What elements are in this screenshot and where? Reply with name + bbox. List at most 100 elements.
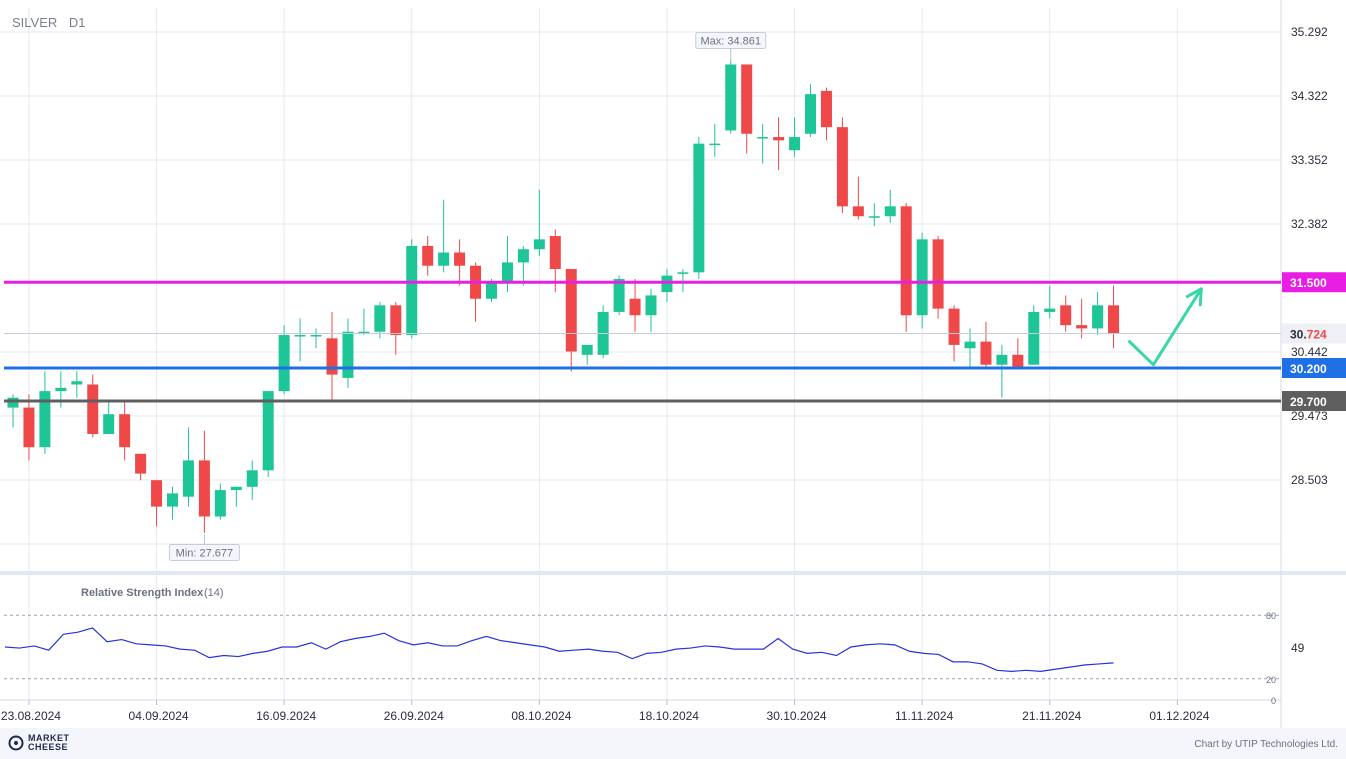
candle <box>23 394 35 461</box>
price-tick-label: 35.292 <box>1291 25 1328 39</box>
candle <box>916 232 928 329</box>
candle <box>470 262 482 322</box>
candle-body <box>517 249 529 263</box>
candle-body <box>805 94 816 134</box>
date-tick-label: 08.10.2024 <box>511 709 571 723</box>
candle <box>805 84 816 138</box>
candle-body <box>757 137 769 139</box>
candle <box>836 117 848 213</box>
candle <box>246 460 258 500</box>
candle <box>151 480 163 527</box>
chart-title: SILVER D1 <box>12 15 94 30</box>
date-tick-label: 11.11.2024 <box>895 709 954 723</box>
candle-body <box>39 391 51 448</box>
price-tick-label: 29.473 <box>1291 409 1328 423</box>
rsi-period: (14) <box>204 587 224 599</box>
brand-line-1: MARKET <box>28 733 70 743</box>
candle-body <box>182 460 194 497</box>
candle-body <box>725 64 737 131</box>
candle-body <box>310 335 322 337</box>
candle-body <box>55 387 67 392</box>
candle <box>932 236 944 319</box>
candle <box>1044 285 1056 319</box>
candle <box>71 371 83 398</box>
level-tag-label: 30.200 <box>1290 362 1327 376</box>
rsi-title: Relative Strength Index <box>81 587 204 599</box>
candle <box>230 486 242 507</box>
level-tag <box>1282 358 1346 379</box>
candle <box>390 302 402 355</box>
candle-body <box>119 414 131 448</box>
candle-body <box>438 252 450 266</box>
candle-body <box>1092 305 1104 329</box>
candle-body <box>486 282 497 299</box>
current-price-main: 30. <box>1290 327 1307 341</box>
brand-mark-icon <box>8 735 24 751</box>
candle-body <box>374 305 386 332</box>
candle-body <box>358 331 370 334</box>
rsi-tick-label: 0 <box>1271 696 1276 706</box>
extreme-annotations: Max: 34.861 Min: 27.677 <box>168 31 767 562</box>
candle-body <box>1012 354 1024 369</box>
candle <box>198 430 210 533</box>
current-price-accent: 724 <box>1307 327 1327 341</box>
candle-body <box>661 275 673 293</box>
candle <box>310 328 322 349</box>
candle <box>438 199 450 273</box>
date-tick-label: 01.12.2024 <box>1149 709 1209 723</box>
candle <box>406 239 418 339</box>
candle <box>629 278 641 332</box>
candle <box>533 189 545 256</box>
brand-name: MARKET CHEESE <box>28 734 70 752</box>
candle-body <box>884 206 896 217</box>
candle-body <box>1076 325 1088 329</box>
candle <box>182 427 194 507</box>
panel-separator <box>0 571 1346 575</box>
candle-body <box>741 64 753 134</box>
date-tick-label: 21.11.2024 <box>1022 709 1081 723</box>
annotation-box <box>168 544 240 562</box>
level-tag <box>1282 272 1346 293</box>
projection-arrowhead <box>1185 287 1203 307</box>
annotation-box <box>695 31 767 49</box>
candle-body <box>980 341 992 365</box>
candle-body <box>613 278 625 312</box>
rsi-panel: 80 49 20 0 Relative Strength Index (14) <box>4 587 1305 706</box>
candle-body <box>326 338 338 375</box>
candle <box>326 311 338 402</box>
candle <box>645 288 657 332</box>
candle-body <box>693 143 705 273</box>
candlestick-series <box>7 60 1120 533</box>
candle-body <box>422 245 434 266</box>
candle <box>7 394 19 428</box>
annotation-label: Min: 27.677 <box>176 548 233 560</box>
candle <box>789 117 801 157</box>
brand-logo: MARKET CHEESE <box>8 734 70 752</box>
candle-body <box>151 480 163 507</box>
candle-body <box>262 391 274 471</box>
date-tick-label: 30.10.2024 <box>767 709 827 723</box>
timeframe-label: D1 <box>68 15 86 30</box>
candle-body <box>789 137 801 151</box>
price-tick-label: 28.503 <box>1291 473 1328 487</box>
candle-body <box>533 239 545 250</box>
date-tick-label: 04.09.2024 <box>129 709 189 723</box>
candle-body <box>820 90 832 128</box>
candle-body <box>645 295 657 316</box>
candle <box>1076 298 1088 339</box>
candle-body <box>836 127 848 207</box>
candle-body <box>964 341 976 349</box>
candle <box>135 453 147 481</box>
candle-body <box>198 460 210 517</box>
candle <box>964 328 976 369</box>
candle <box>773 117 785 171</box>
candle-body <box>932 239 944 309</box>
current-price-label: 30.724 <box>1290 327 1327 341</box>
candle <box>87 374 99 438</box>
candle-body <box>342 331 354 378</box>
candle <box>454 239 466 286</box>
level-tag <box>1282 391 1346 412</box>
candle <box>517 245 529 286</box>
candle-body <box>868 216 880 218</box>
